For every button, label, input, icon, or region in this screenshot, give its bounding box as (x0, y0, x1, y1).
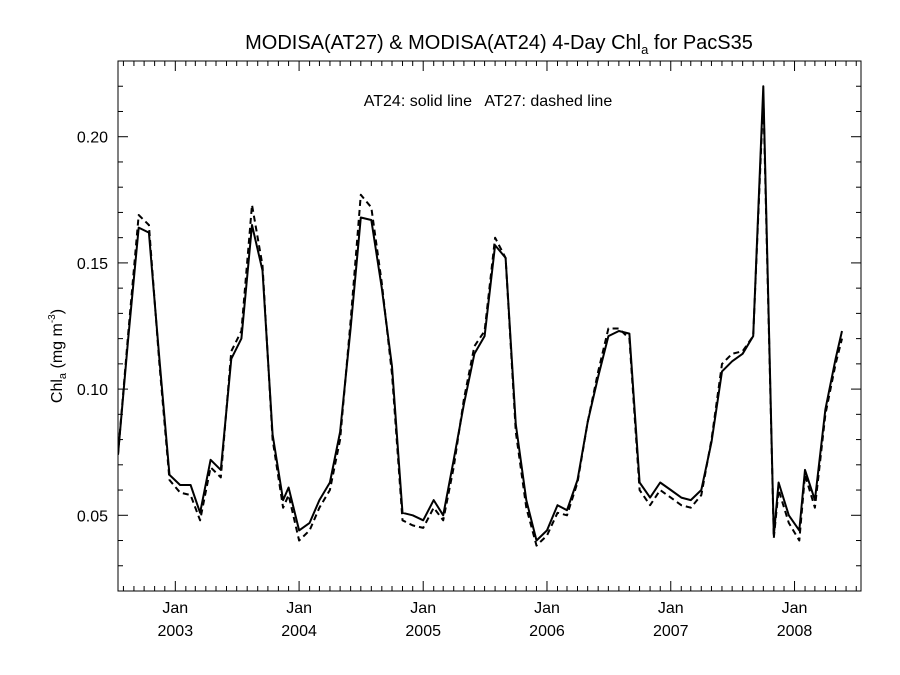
y-axis-label-superscript: -3 (47, 314, 58, 323)
y-axis-label: Chla (mg m-3) (47, 309, 69, 403)
y-axis-label-main: Chl (49, 379, 66, 403)
x-tick-label-year: 2008 (777, 623, 813, 640)
chart-title: MODISA(AT27) & MODISA(AT24) 4-Day Chla f… (245, 32, 753, 57)
x-tick-label-month: Jan (286, 600, 312, 617)
x-tick-label-month: Jan (534, 600, 560, 617)
axes: 0.05 0.10 0.15 0.20 Jan 2003 Jan 2004 Jan 2005 Jan… (77, 60, 861, 640)
x-tick-label-year: 2003 (158, 623, 194, 640)
y-tick-label: 0.10 (77, 382, 108, 399)
series-line-at24 (118, 85, 843, 542)
x-tick-label-year: 2004 (281, 623, 317, 640)
y-tick-label: 0.15 (77, 256, 108, 273)
x-tick-label-year: 2007 (653, 623, 689, 640)
y-tick-label: 0.20 (77, 130, 108, 147)
chart-title-main: MODISA(AT27) & MODISA(AT24) 4-Day Chl (245, 32, 641, 54)
x-tick-label-month: Jan (782, 600, 808, 617)
y-axis-label-subscript: a (57, 372, 69, 379)
y-tick-label: 0.05 (77, 508, 108, 525)
series-line-at27 (118, 95, 843, 547)
chart-title-tail: for PacS35 (648, 32, 753, 54)
x-tick-label-year: 2006 (529, 623, 565, 640)
x-tick-label-year: 2005 (405, 623, 441, 640)
x-tick-label-month: Jan (410, 600, 436, 617)
series-lines (118, 85, 843, 547)
series-annotation: AT24: solid line AT27: dashed line (364, 93, 613, 110)
y-axis-label-close: ) (49, 309, 66, 314)
plot-frame (117, 60, 862, 592)
chart-title-subscript: a (641, 42, 649, 57)
x-tick-label-month: Jan (162, 600, 188, 617)
x-tick-label-month: Jan (658, 600, 684, 617)
y-axis-label-unit: (mg m (49, 323, 66, 373)
